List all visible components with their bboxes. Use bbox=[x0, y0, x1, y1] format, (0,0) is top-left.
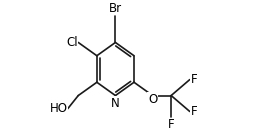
Text: O: O bbox=[148, 93, 157, 106]
Text: F: F bbox=[190, 105, 197, 118]
Text: N: N bbox=[111, 97, 120, 110]
Text: Cl: Cl bbox=[66, 36, 78, 49]
Text: F: F bbox=[190, 73, 197, 86]
Text: F: F bbox=[168, 118, 174, 131]
Text: Br: Br bbox=[109, 2, 122, 15]
Text: HO: HO bbox=[50, 102, 68, 115]
